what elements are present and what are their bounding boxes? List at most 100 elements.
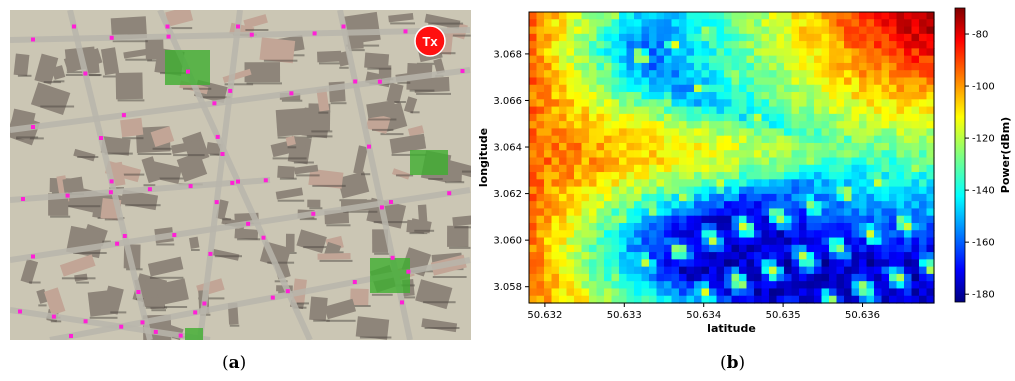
heatmap-cell <box>911 33 920 42</box>
heatmap-cell <box>671 19 680 28</box>
heatmap-cell <box>694 55 703 64</box>
building-shadow <box>157 306 188 308</box>
heatmap-cell <box>611 12 620 20</box>
building-shadow <box>396 174 414 177</box>
heatmap-cell <box>889 295 898 304</box>
heatmap-cell <box>709 26 718 35</box>
heatmap-cell <box>641 244 650 253</box>
heatmap-cell <box>844 237 853 246</box>
building-shadow <box>102 75 118 78</box>
heatmap-cell <box>611 150 620 159</box>
heatmap-cell <box>529 12 538 20</box>
heatmap-cell <box>724 19 733 28</box>
receiver-point <box>72 24 76 29</box>
heatmap-cell <box>551 41 560 49</box>
heatmap-cell <box>874 77 883 86</box>
heatmap-cell <box>551 77 560 86</box>
building-shadow <box>16 136 39 139</box>
heatmap-cell <box>859 26 868 35</box>
heatmap-cell <box>641 12 650 20</box>
heatmap-cell <box>529 92 538 100</box>
heatmap-cell <box>649 41 658 49</box>
heatmap-cell <box>649 164 658 173</box>
building-shadow <box>367 67 392 70</box>
heatmap-cell <box>844 150 853 159</box>
heatmap-cell <box>611 135 620 144</box>
heatmap-cell <box>589 157 598 166</box>
heatmap-cell <box>529 266 538 275</box>
building-shadow <box>61 277 96 280</box>
heatmap-cell <box>746 48 755 57</box>
heatmap-cell <box>769 70 778 79</box>
heatmap-cell <box>626 172 635 180</box>
heatmap-cell <box>799 92 808 100</box>
heatmap-cell <box>679 121 688 130</box>
heatmap-cell <box>859 55 868 64</box>
heatmap-cell <box>679 106 688 115</box>
building-block <box>452 214 471 227</box>
receiver-point <box>108 190 113 195</box>
heatmap-cell <box>791 19 800 28</box>
heatmap-cell <box>634 215 643 224</box>
heatmap-cell <box>694 62 703 71</box>
heatmap-cell <box>574 244 583 253</box>
heatmap-cell <box>814 172 823 180</box>
building-shadow <box>424 327 460 329</box>
building-shadow <box>43 81 61 84</box>
heatmap-cell <box>596 273 605 282</box>
heatmap-cell <box>649 157 658 166</box>
heatmap-cell <box>851 142 860 151</box>
heatmap-cell <box>806 252 815 260</box>
heatmap-cell <box>761 244 770 253</box>
heatmap-cell <box>904 164 913 173</box>
heatmap-cell <box>806 84 815 93</box>
heatmap-cell <box>559 244 568 253</box>
heatmap-cell <box>836 41 845 49</box>
heatmap-cell <box>836 215 845 224</box>
heatmap-cell <box>919 295 928 304</box>
heatmap-cell <box>769 106 778 115</box>
heatmap-cell <box>634 244 643 253</box>
heatmap-cell <box>574 164 583 173</box>
building-shadow <box>416 62 440 65</box>
building-block <box>10 108 36 141</box>
heatmap-cell <box>656 128 665 137</box>
heatmap-cell <box>656 288 665 297</box>
heatmap-cell <box>836 106 845 115</box>
heatmap-cell <box>784 77 793 86</box>
heatmap-cell <box>761 295 770 304</box>
heatmap-cell <box>904 273 913 282</box>
building-shadow <box>89 316 118 319</box>
heatmap-cell <box>626 222 635 231</box>
heatmap-cell <box>881 164 890 173</box>
heatmap-cell <box>641 55 650 64</box>
heatmap-cell <box>536 77 545 86</box>
heatmap-cell <box>784 193 793 202</box>
heatmap-cell <box>664 19 673 28</box>
building-shadow <box>404 296 416 299</box>
heatmap-cell <box>874 99 883 108</box>
heatmap-cell <box>551 48 560 57</box>
building-shadow <box>50 320 62 323</box>
heatmap-cell <box>694 244 703 253</box>
heatmap-cell <box>551 157 560 166</box>
heatmap-cell <box>544 19 553 28</box>
heatmap-cell <box>844 259 853 268</box>
building-shadow <box>445 181 465 184</box>
heatmap-cell <box>544 164 553 173</box>
heatmap-cell <box>679 266 688 275</box>
heatmap-cell <box>919 172 928 180</box>
heatmap-cell <box>896 222 905 231</box>
heatmap-cell <box>754 62 763 71</box>
heatmap-cell <box>836 237 845 246</box>
heatmap-cell <box>926 295 935 304</box>
heatmap-cell <box>761 106 770 115</box>
heatmap-cell <box>859 186 868 195</box>
building-shadow <box>112 40 148 43</box>
heatmap-cell <box>829 288 838 297</box>
heatmap-cell <box>926 84 935 93</box>
heatmap-cell <box>874 41 883 49</box>
heatmap-cell <box>656 99 665 108</box>
heatmap-cell <box>634 77 643 86</box>
heatmap-cell <box>581 142 590 151</box>
